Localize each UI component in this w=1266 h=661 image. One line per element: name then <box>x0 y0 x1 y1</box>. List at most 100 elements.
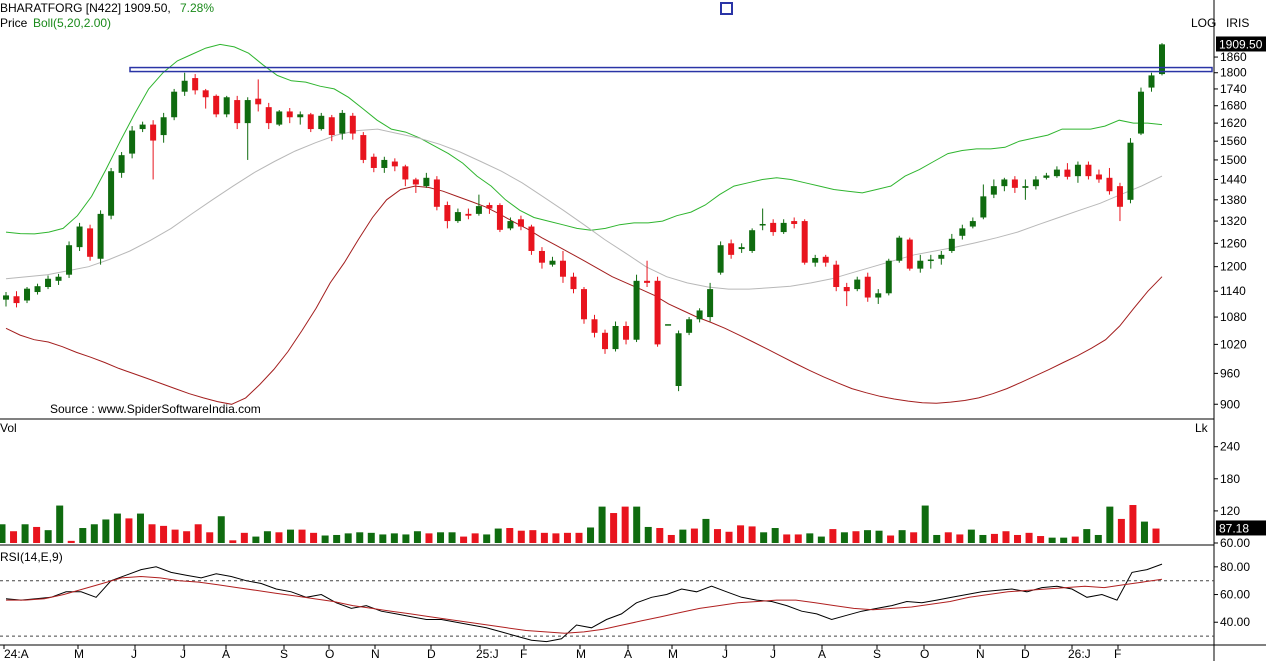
indicator-label: Boll(5,20,2.00) <box>33 16 111 30</box>
volume-bar <box>229 540 237 543</box>
rsi-tick-label: 60.00 <box>1220 588 1250 602</box>
candle-body <box>938 254 945 259</box>
volume-bar <box>171 529 179 543</box>
volume-bar <box>506 528 514 543</box>
volume-bar <box>1037 536 1045 543</box>
volume-bar <box>321 535 329 543</box>
volume-bar <box>217 516 225 543</box>
volume-bar <box>563 532 571 543</box>
price-tick-label: 1440 <box>1220 172 1247 186</box>
volume-bar <box>425 533 433 543</box>
price-tick-label: 1320 <box>1220 214 1247 228</box>
candle-body <box>927 259 934 262</box>
volume-bar <box>356 532 364 543</box>
candle-body <box>559 260 566 277</box>
candle-body <box>717 245 724 273</box>
candle-body <box>1148 75 1155 88</box>
volume-bar <box>852 531 860 543</box>
candle-body <box>202 90 209 98</box>
candle-body <box>517 219 524 227</box>
volume-bar <box>783 534 791 543</box>
price-tick-label: 1740 <box>1220 82 1247 96</box>
volume-bar <box>956 534 964 543</box>
candle-body <box>129 130 136 154</box>
volume-bar <box>598 506 606 543</box>
volume-bar <box>0 524 6 543</box>
candle-body <box>328 117 335 136</box>
candle-body <box>3 295 9 300</box>
candle-body <box>602 332 609 350</box>
candle-body <box>234 100 241 124</box>
candle-body <box>686 319 693 333</box>
last-price-label: 1909.50, <box>124 1 171 15</box>
candle-body <box>55 276 62 281</box>
drawing-tool-icon[interactable] <box>720 2 733 15</box>
candle-body <box>917 260 924 269</box>
time-tick-label: M <box>576 647 586 661</box>
candle-body <box>297 114 304 118</box>
time-tick-label: J <box>722 647 728 661</box>
candle-body <box>1137 91 1144 134</box>
time-tick-label: S <box>873 647 881 661</box>
candle-body <box>360 135 367 160</box>
time-tick-label: S <box>280 647 288 661</box>
candle-body <box>906 239 913 269</box>
candle-body <box>623 325 630 340</box>
price-tick-label: 1860 <box>1220 50 1247 64</box>
volume-bar <box>1014 534 1022 543</box>
candle-body <box>118 155 125 173</box>
candle-body <box>1127 142 1134 200</box>
rsi-title: RSI(14,E,9) <box>0 550 63 564</box>
candle-body <box>45 278 52 288</box>
volume-bar <box>125 518 133 543</box>
volume-bar <box>1048 537 1056 543</box>
volume-bar <box>990 533 998 543</box>
candle-body <box>1064 169 1071 177</box>
time-tick-label: F <box>520 647 527 661</box>
volume-bar <box>690 528 698 543</box>
volume-bar <box>44 530 52 543</box>
volume-bar <box>667 534 675 543</box>
volume-bar <box>1071 536 1079 543</box>
volume-bar <box>967 529 975 543</box>
volume-bar <box>240 532 248 543</box>
volume-bar <box>1117 518 1125 543</box>
candle-body <box>812 257 819 263</box>
volume-bar <box>840 532 848 543</box>
candle-body <box>896 237 903 261</box>
volume-bar <box>148 524 156 543</box>
price-tick-label: 1620 <box>1220 116 1247 130</box>
volume-panel <box>0 505 1160 543</box>
volume-bar <box>517 530 525 543</box>
volume-bar <box>206 532 214 543</box>
bollinger-middle-line <box>5 128 1163 290</box>
scale-name-label: IRIS <box>1226 16 1249 30</box>
time-tick-label: 25:J <box>476 647 499 661</box>
candle-body <box>581 289 587 320</box>
candle-body <box>549 260 556 265</box>
candle-body <box>1022 186 1029 188</box>
candle-body <box>507 221 514 229</box>
source-note: Source : www.SpiderSoftwareIndia.com <box>50 402 261 416</box>
candle-body <box>591 319 598 333</box>
time-tick-label: N <box>976 647 985 661</box>
volume-bar <box>287 529 294 543</box>
volume-bar <box>333 534 341 543</box>
volume-title: Vol <box>0 421 17 435</box>
volume-bar <box>644 526 652 543</box>
volume-bar <box>944 532 952 543</box>
volume-bar <box>760 532 768 543</box>
candle-body <box>391 161 398 167</box>
price-tick-label: 1080 <box>1220 310 1247 324</box>
candle-body <box>244 100 251 124</box>
volume-bar <box>610 513 618 543</box>
bollinger-lower-line <box>5 185 1163 405</box>
candle-body <box>276 111 283 125</box>
volume-bar <box>1106 506 1114 543</box>
candle-body <box>843 287 850 292</box>
candle-body <box>854 279 861 290</box>
scale-mode-label[interactable]: LOG <box>1191 16 1216 30</box>
candle-body <box>1106 177 1113 192</box>
candle-body <box>496 205 503 230</box>
